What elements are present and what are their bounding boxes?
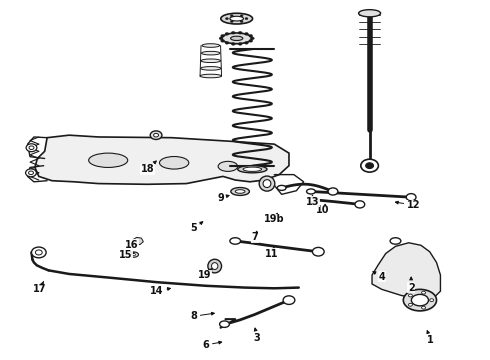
Ellipse shape — [202, 44, 220, 47]
Circle shape — [313, 247, 324, 256]
Polygon shape — [372, 243, 441, 299]
Circle shape — [245, 18, 248, 20]
Circle shape — [283, 296, 295, 305]
Ellipse shape — [220, 321, 229, 327]
Ellipse shape — [231, 36, 243, 41]
Circle shape — [225, 32, 229, 35]
Circle shape — [219, 37, 223, 40]
Text: 5: 5 — [190, 222, 203, 233]
Circle shape — [430, 299, 434, 302]
Ellipse shape — [307, 189, 316, 194]
Ellipse shape — [132, 253, 136, 256]
Ellipse shape — [201, 59, 220, 63]
Circle shape — [35, 250, 42, 255]
Circle shape — [238, 31, 242, 34]
Ellipse shape — [277, 185, 286, 190]
Text: 8: 8 — [190, 311, 214, 321]
Circle shape — [421, 291, 425, 294]
Text: 11: 11 — [265, 247, 279, 258]
Ellipse shape — [259, 176, 275, 191]
Ellipse shape — [243, 167, 262, 171]
Ellipse shape — [28, 171, 33, 175]
Circle shape — [421, 306, 425, 309]
Circle shape — [220, 39, 224, 42]
Circle shape — [249, 35, 253, 37]
Circle shape — [225, 41, 229, 44]
Circle shape — [231, 42, 235, 45]
Ellipse shape — [159, 157, 189, 169]
Ellipse shape — [221, 13, 252, 24]
Circle shape — [31, 247, 46, 258]
Ellipse shape — [359, 10, 381, 17]
Circle shape — [249, 39, 253, 42]
Ellipse shape — [200, 74, 221, 78]
Ellipse shape — [208, 259, 221, 273]
Circle shape — [225, 18, 228, 20]
Ellipse shape — [238, 166, 267, 173]
Ellipse shape — [390, 238, 401, 244]
Polygon shape — [133, 237, 144, 244]
Text: 17: 17 — [33, 282, 47, 294]
Circle shape — [240, 15, 243, 17]
Ellipse shape — [29, 146, 34, 149]
Ellipse shape — [230, 238, 241, 244]
Circle shape — [406, 194, 416, 201]
Ellipse shape — [309, 197, 318, 202]
Text: 1: 1 — [427, 330, 434, 345]
Text: 16: 16 — [125, 239, 138, 249]
Text: 6: 6 — [202, 340, 221, 350]
Circle shape — [220, 35, 224, 37]
Text: 7: 7 — [251, 231, 258, 242]
Text: 2: 2 — [408, 277, 415, 293]
Ellipse shape — [221, 33, 252, 44]
Text: 12: 12 — [395, 200, 420, 210]
Text: 10: 10 — [317, 204, 330, 216]
Text: 19: 19 — [198, 269, 213, 280]
Text: 3: 3 — [254, 328, 261, 343]
Ellipse shape — [218, 161, 238, 171]
Ellipse shape — [154, 134, 159, 137]
Ellipse shape — [412, 294, 428, 306]
Polygon shape — [35, 135, 289, 184]
Text: 4: 4 — [373, 271, 385, 282]
Circle shape — [230, 21, 233, 22]
Ellipse shape — [129, 252, 139, 257]
Ellipse shape — [235, 190, 245, 193]
Text: 15: 15 — [119, 250, 134, 260]
Circle shape — [231, 31, 235, 34]
Circle shape — [250, 37, 254, 40]
Circle shape — [238, 42, 242, 45]
Circle shape — [230, 15, 233, 17]
Circle shape — [361, 159, 378, 172]
Ellipse shape — [89, 153, 128, 167]
Circle shape — [366, 163, 373, 168]
Ellipse shape — [26, 144, 37, 152]
Ellipse shape — [230, 16, 244, 21]
Text: 19b: 19b — [264, 213, 285, 224]
Circle shape — [409, 294, 413, 297]
Circle shape — [245, 32, 248, 35]
Ellipse shape — [231, 188, 249, 195]
Ellipse shape — [200, 67, 221, 70]
Text: 18: 18 — [141, 161, 156, 174]
Text: 9: 9 — [217, 193, 229, 203]
Circle shape — [355, 201, 365, 208]
Text: 14: 14 — [150, 286, 171, 296]
Ellipse shape — [150, 131, 162, 139]
Ellipse shape — [212, 263, 218, 270]
Circle shape — [245, 41, 248, 44]
Ellipse shape — [403, 289, 437, 311]
Text: 13: 13 — [306, 195, 319, 207]
Circle shape — [409, 303, 413, 306]
Ellipse shape — [201, 51, 220, 55]
Ellipse shape — [263, 180, 271, 188]
Circle shape — [240, 21, 243, 22]
Ellipse shape — [25, 169, 36, 177]
Circle shape — [328, 188, 338, 195]
